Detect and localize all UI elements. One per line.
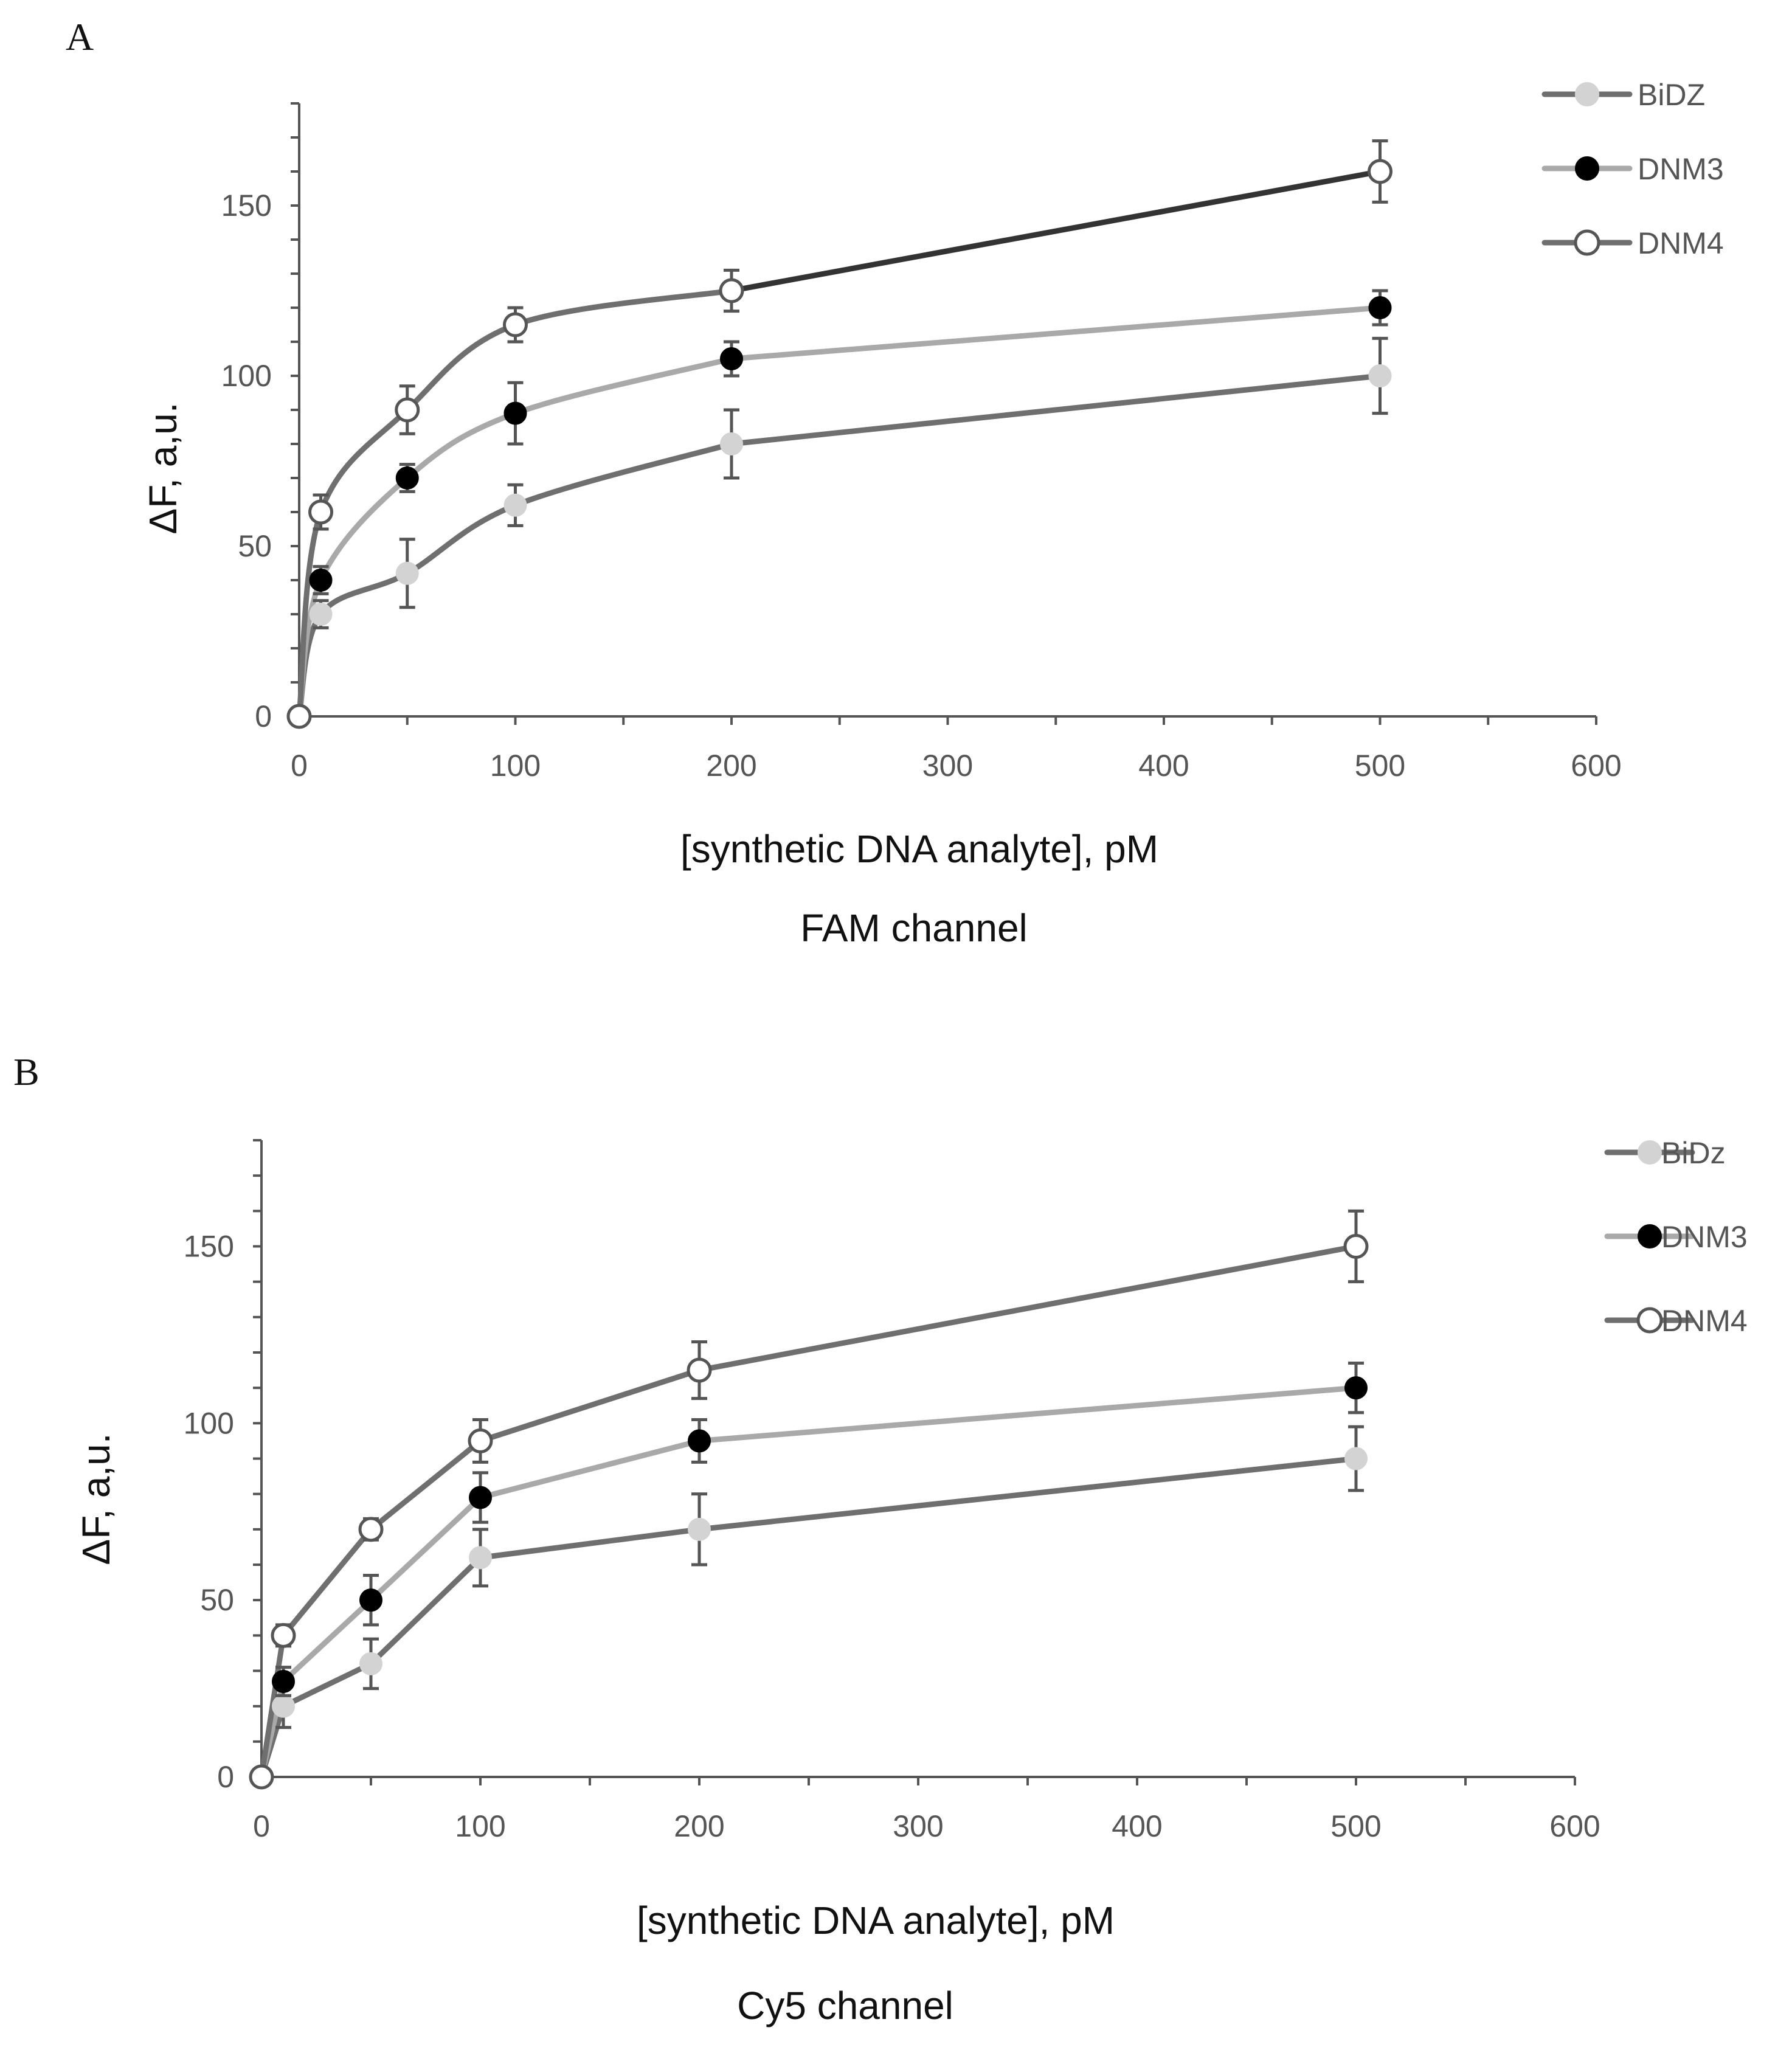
panel-a-x-tick-label: 200 [706,749,756,783]
panel-b-legend: BiDz DNM3 DNM4 [1604,1136,1748,1338]
panel-a-x-tick-label: 100 [490,749,541,783]
panel-a-dnm4-point [286,704,312,729]
panel-b-y-axis: 0 50 100 150 [184,1139,263,1794]
panel-a-dnm3-point [309,569,333,592]
panel-b-legend-dnm4-marker [1636,1307,1663,1334]
panel-b-x-axis-title: [synthetic DNA analyte], pM [637,1899,1115,1942]
panel-b-x-tick-label: 0 [253,1809,270,1843]
panel-b-bidz-point [272,1694,295,1718]
panel-b-x-tick-label: 300 [893,1809,943,1843]
panel-b-x-tick-label: 500 [1330,1809,1381,1843]
panel-b-bidz-point [359,1652,382,1675]
panel-b-y-tick-label: 0 [217,1760,234,1794]
panel-b-dnm4-point [1343,1234,1369,1259]
panel-b-legend-dnm3-label: DNM3 [1661,1220,1748,1254]
panel-b-dnm4-point [271,1622,296,1648]
panel-b-legend-bidz-marker [1638,1140,1662,1165]
panel-b-x-tick-label: 200 [674,1809,724,1843]
panel-b-y-tick-label: 150 [184,1230,234,1264]
panel-a-legend-dnm4-label: DNM4 [1638,226,1724,260]
panel-a-dnm4-point [503,312,528,338]
panel-a-legend-bidz-label: BiDZ [1638,78,1705,112]
panel-a-legend-bidz-marker [1575,82,1599,106]
panel-b-x-axis: 0 100 200 300 400 500 600 [253,1776,1600,1843]
panel-b-dnm3-point [688,1429,711,1453]
panel-b-bidz-point [688,1517,711,1541]
panel-b-legend-bidz-label: BiDz [1661,1136,1726,1170]
panel-b-bidz-point [1344,1447,1368,1470]
panel-a-dnm4-point [308,499,334,525]
panel-a-legend-dnm3-marker [1575,156,1599,181]
panel-a-x-axis: 0 100 200 300 400 500 600 [291,715,1622,783]
panel-a-x-tick-label: 400 [1138,749,1189,783]
panel-a-dnm4-point [1368,159,1392,184]
panel-b-dnm3-line [258,1385,1359,1780]
panel-b-dnm4-point [249,1764,274,1790]
panel-a-legend: BiDZ DNM3 DNM4 [1541,78,1724,260]
panel-a-dnm4-point [719,278,744,303]
panel-a-bidz-line [296,441,735,719]
panel-a-dnm4-line-segment [728,168,1383,294]
panel-a-y-axis: 0 50 100 150 [221,102,300,733]
panel-a-x-tick-label: 0 [291,749,308,783]
panel-a-bidz-point [720,432,743,455]
panel-b-dnm3-point [469,1486,492,1509]
panel-a-dnm3-line-segment [728,305,1383,362]
panel-a-x-tick-label: 500 [1355,749,1405,783]
panel-a-legend-dnm4-marker [1574,229,1600,256]
panel-b-dnm4-point [468,1428,493,1453]
panel-b-dnm3-point [359,1588,382,1612]
panel-b-dnm3-point [1344,1376,1368,1400]
panel-b-letter: B [13,1050,40,1093]
panel-a-dnm3-point [395,466,419,490]
panel-b-x-tick-label: 100 [455,1809,505,1843]
panel-a-legend-dnm3-label: DNM3 [1638,152,1724,186]
panel-a-y-tick-label: 0 [255,699,272,733]
panel-b-y-tick-label: 50 [200,1583,234,1617]
panel-a-bidz-point [395,561,419,585]
panel-b-dnm4-line [258,1244,1359,1780]
panel-b-dnm4-point [687,1357,712,1383]
panel-a-bidz-point [309,603,333,626]
panel-a-bidz-point [503,493,527,517]
panel-a-x-tick-label: 300 [922,749,973,783]
panel-a-dnm4-point [395,397,420,423]
panel-b-bidz-line [258,1456,1359,1780]
panel-b-y-axis-title: ΔF, a,u. [74,1433,118,1565]
panel-b-dnm4-point [358,1517,384,1542]
panel-a-chart: A 0 50 100 150 0 100 200 300 400 500 600 BiDZ DNM3… [66,15,1724,950]
panel-a-y-tick-label: 150 [221,189,272,223]
panel-a-dnm3-point [503,401,527,425]
panel-a-x-tick-label: 600 [1571,749,1621,783]
panel-b-legend-dnm3-marker [1638,1224,1662,1248]
panel-a-y-axis-title: ΔF, a,u. [141,402,185,534]
panel-a-x-axis-title: [synthetic DNA analyte], pM [680,827,1158,871]
panel-a-letter: A [66,15,94,58]
panel-a-bidz-line-segment [728,373,1383,447]
panel-b-subtitle: Cy5 channel [737,1984,953,2027]
panel-b-legend-dnm4-label: DNM4 [1661,1304,1748,1338]
panel-a-dnm3-point [720,347,743,370]
panel-b-x-tick-label: 400 [1112,1809,1162,1843]
panel-b-y-tick-label: 100 [184,1406,234,1440]
panel-b-bidz-point [469,1546,492,1570]
panel-b-dnm3-point [272,1669,295,1693]
panel-a-y-tick-label: 100 [221,359,272,393]
panel-a-dnm3-point [1368,296,1392,319]
panel-a-subtitle: FAM channel [800,906,1028,950]
panel-b-chart: B 0 50 100 150 0 100 200 300 400 500 600 BiDz DNM3… [13,1050,1748,2027]
panel-a-y-tick-label: 50 [238,529,272,563]
panel-a-plot-area [286,139,1392,729]
panel-b-x-tick-label: 600 [1549,1809,1600,1843]
panel-a-bidz-point [1368,364,1392,387]
panel-b-plot-area [249,1209,1369,1790]
